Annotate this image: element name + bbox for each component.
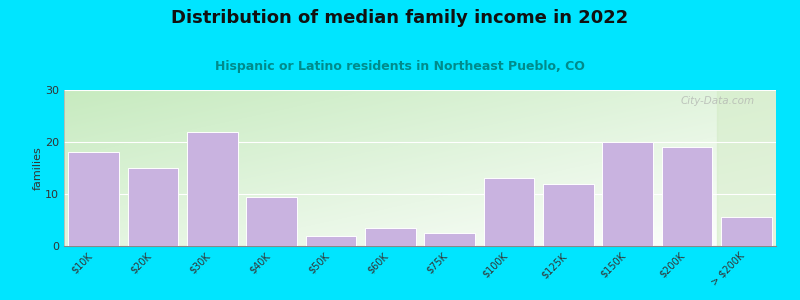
Bar [69,152,119,246]
Bar [662,147,712,246]
Bar [365,228,415,246]
Bar [128,168,178,246]
Bar [721,218,771,246]
Bar [484,178,534,246]
Bar [246,196,297,246]
Text: Hispanic or Latino residents in Northeast Pueblo, CO: Hispanic or Latino residents in Northeas… [215,60,585,73]
Text: City-Data.com: City-Data.com [681,96,754,106]
Bar [187,132,238,246]
Bar [543,184,594,246]
Bar [306,236,356,246]
Y-axis label: families: families [32,146,42,190]
Bar [425,233,475,246]
Text: Distribution of median family income in 2022: Distribution of median family income in … [171,9,629,27]
Bar [717,90,800,246]
Bar [602,142,653,246]
